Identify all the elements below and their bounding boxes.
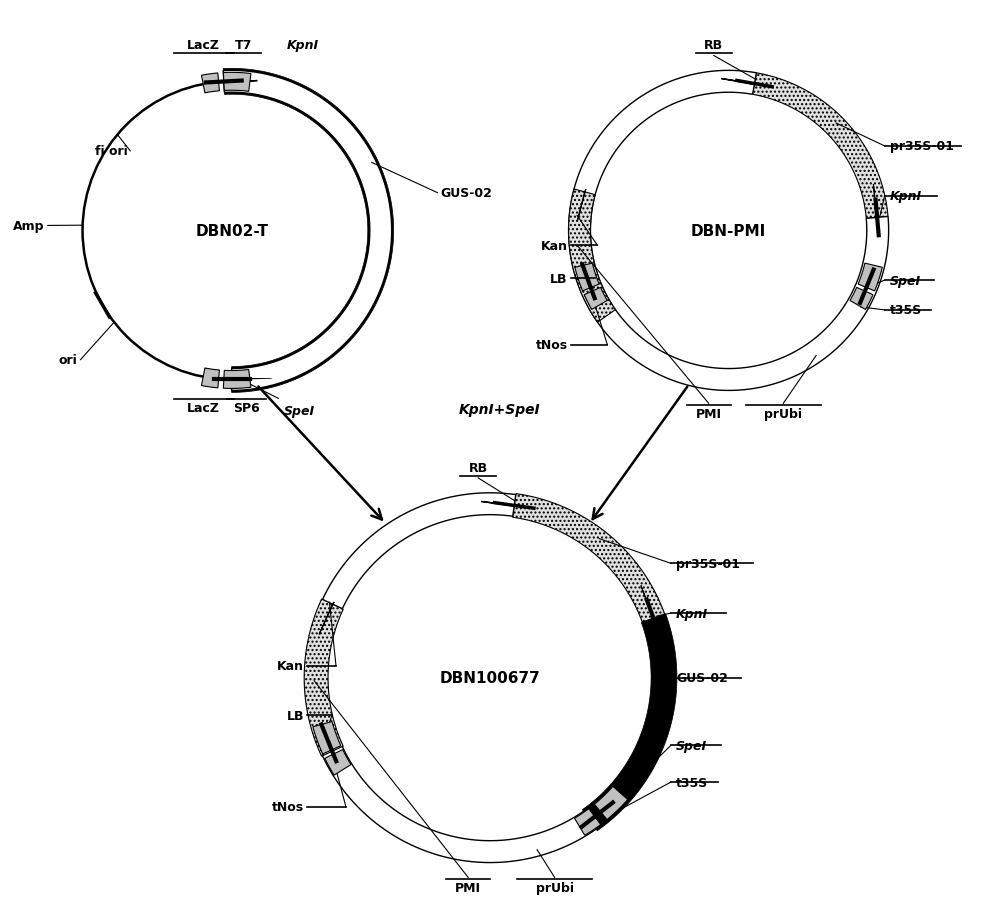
Text: SpeI: SpeI [283,405,314,418]
Text: LacZ: LacZ [187,402,220,414]
Text: PMI: PMI [455,881,481,894]
Polygon shape [584,288,607,310]
Polygon shape [569,189,615,323]
Text: fi ori: fi ori [95,145,127,158]
Text: LacZ: LacZ [187,40,220,52]
Polygon shape [223,74,251,92]
Text: LB: LB [287,709,304,722]
Text: KpnI: KpnI [890,190,922,203]
Polygon shape [850,288,873,310]
Polygon shape [589,795,624,821]
Polygon shape [753,74,888,219]
Text: RB: RB [469,461,488,474]
Text: Amp: Amp [13,220,45,233]
Polygon shape [313,721,341,754]
Text: ori: ori [59,354,78,367]
Polygon shape [223,370,251,389]
Text: t35S: t35S [890,304,922,317]
Polygon shape [228,379,272,380]
Polygon shape [582,614,677,831]
Polygon shape [721,79,757,85]
Text: pr35S-01: pr35S-01 [890,141,954,153]
Text: KpnI: KpnI [286,40,318,52]
Polygon shape [325,750,351,776]
Text: DBN100677: DBN100677 [440,671,540,686]
Text: tNos: tNos [272,800,304,813]
Polygon shape [323,494,516,609]
Text: SpeI: SpeI [676,739,707,752]
Polygon shape [569,72,889,391]
Text: KpnI+SpeI: KpnI+SpeI [459,403,541,417]
Text: tNos: tNos [535,339,568,352]
Text: prUbi: prUbi [536,881,574,894]
Polygon shape [326,734,339,768]
Text: DBN02-T: DBN02-T [195,223,268,239]
Polygon shape [304,599,343,756]
Text: Kan: Kan [541,240,568,253]
Polygon shape [316,733,596,863]
Text: LB: LB [550,272,568,285]
Polygon shape [575,809,601,835]
Polygon shape [858,264,882,291]
Polygon shape [201,369,219,389]
Text: DBN-PMI: DBN-PMI [691,223,766,239]
Polygon shape [575,264,599,291]
Text: KpnI: KpnI [676,607,708,620]
Polygon shape [481,502,517,507]
Text: GUS-02: GUS-02 [676,672,728,685]
Polygon shape [578,190,586,221]
Polygon shape [223,72,392,391]
Text: RB: RB [704,40,723,52]
Polygon shape [641,585,655,623]
Polygon shape [222,82,257,84]
Text: t35S: t35S [676,776,708,789]
Text: PMI: PMI [696,408,722,421]
Polygon shape [201,74,219,94]
Text: Kan: Kan [277,660,304,673]
Text: T7: T7 [235,40,252,52]
Polygon shape [594,787,628,820]
Polygon shape [223,69,394,393]
Text: SpeI: SpeI [890,274,921,288]
Text: GUS-02: GUS-02 [440,187,492,200]
Text: pr35S-01: pr35S-01 [676,557,740,571]
Text: SP6: SP6 [233,402,260,414]
Text: prUbi: prUbi [764,408,802,421]
Polygon shape [513,494,665,622]
Polygon shape [319,602,334,635]
Polygon shape [873,185,877,221]
